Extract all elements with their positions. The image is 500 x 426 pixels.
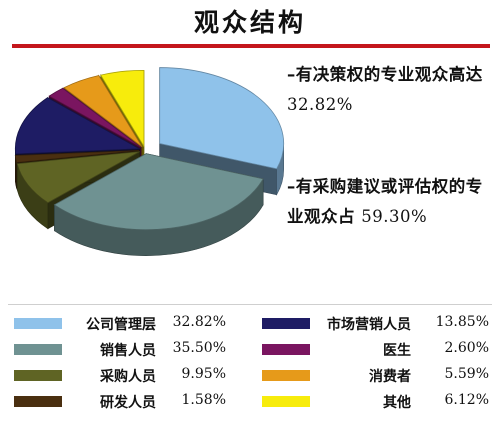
- legend-item: 采购人员 9.95%: [0, 364, 500, 386]
- legend-swatch: [14, 396, 62, 407]
- legend-label: 医生: [383, 343, 411, 359]
- legend-swatch: [14, 344, 62, 355]
- legend-divider: [8, 304, 492, 305]
- note-decision-makers: –有决策权的专业观众高达 32.82%: [287, 60, 492, 120]
- legend-label: 研发人员: [100, 395, 156, 411]
- pie-slice-5-top: [14, 97, 141, 155]
- legend-value: 2.60%: [444, 340, 489, 356]
- legend-value: 1.58%: [181, 392, 226, 408]
- pie-slice-4-top: [14, 150, 140, 163]
- pie-chart: [14, 67, 285, 256]
- pie-slice-8-top: [100, 69, 145, 148]
- legend-item: 医生 2.60%: [0, 338, 500, 360]
- legend-item: 公司管理层 32.82%: [0, 312, 500, 334]
- legend-label: 采购人员: [100, 369, 156, 385]
- legend-item: 其他 6.12%: [0, 390, 500, 412]
- legend-value: 13.85%: [435, 314, 489, 330]
- legend-value: 35.50%: [172, 340, 226, 356]
- pie-slice-3-top: [16, 151, 140, 204]
- legend-swatch: [262, 318, 310, 329]
- legend-item: 销售人员 35.50%: [0, 338, 500, 360]
- legend-item: 研发人员 1.58%: [0, 390, 500, 412]
- legend-swatch: [262, 396, 310, 407]
- legend-label: 公司管理层: [86, 317, 156, 333]
- legend-value: 6.12%: [444, 392, 489, 408]
- legend-swatch: [262, 344, 310, 355]
- pie-slice-2-top: [53, 153, 264, 231]
- title-rule: [12, 44, 490, 48]
- legend-item: 消费者 5.59%: [0, 364, 500, 386]
- pie-slice-1-top: [159, 67, 285, 170]
- legend-value: 9.95%: [181, 366, 226, 382]
- note-purchase-advisors: –有采购建议或评估权的专业观众占 59.30%: [287, 172, 492, 232]
- legend-swatch: [14, 370, 62, 381]
- note-purchase-advisors-lead: –有采购建议或评估权的专业观众占: [287, 177, 483, 226]
- legend-item: 市场营销人员 13.85%: [0, 312, 500, 334]
- legend-value: 32.82%: [172, 314, 226, 330]
- note-decision-makers-lead: –有决策权的专业观众高达: [287, 65, 483, 84]
- legend-value: 5.59%: [444, 366, 489, 382]
- pie-slice-7-top: [63, 75, 143, 148]
- chart-title: 观众结构: [193, 8, 306, 37]
- legend-label: 其他: [383, 395, 411, 411]
- note-purchase-advisors-value: 59.30%: [361, 207, 428, 226]
- note-decision-makers-value: 32.82%: [287, 95, 353, 114]
- legend-swatch: [262, 370, 310, 381]
- pie-slice-6-top: [48, 87, 142, 148]
- legend: 公司管理层 32.82% 销售人员 35.50% 采购人员 9.95% 研发人员 1.58% 市…: [0, 312, 500, 422]
- legend-label: 销售人员: [100, 343, 156, 359]
- legend-label: 市场营销人员: [327, 317, 411, 333]
- legend-swatch: [14, 318, 62, 329]
- legend-label: 消费者: [369, 369, 411, 385]
